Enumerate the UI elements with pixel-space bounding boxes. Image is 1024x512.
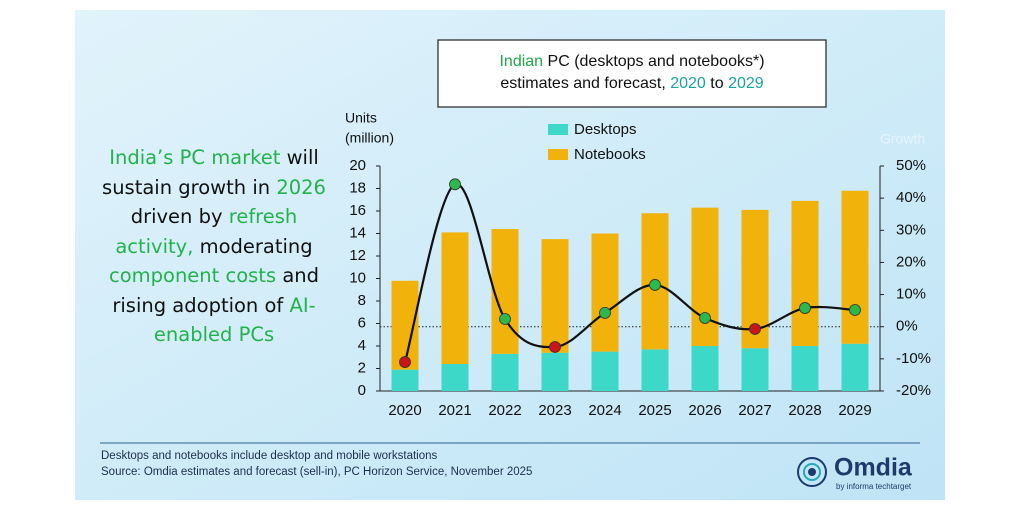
- y-tick-label: 0: [358, 382, 366, 399]
- headline-segment: 2026: [276, 175, 326, 199]
- logo-tagline: by informa techtarget: [836, 482, 912, 491]
- headline-segment: moderating: [199, 234, 313, 258]
- x-tick-label: 2026: [688, 402, 721, 419]
- headline-segment: driven by: [130, 205, 223, 228]
- growth-point: [549, 341, 561, 353]
- legend-swatch: [548, 149, 568, 160]
- footnote: Desktops and notebooks include desktop a…: [101, 450, 438, 462]
- bar-segment: [441, 232, 469, 364]
- bar-segment: [391, 369, 419, 391]
- bar-segment: [591, 351, 619, 391]
- logo-icon: [797, 457, 827, 487]
- bar-segment: [591, 233, 619, 352]
- legend-label: Notebooks: [574, 146, 646, 163]
- y-tick-label: 4: [358, 337, 366, 354]
- y2-tick-label: 10%: [896, 286, 926, 303]
- legend-swatch: [548, 124, 568, 135]
- y-axis-title: Units: [345, 110, 377, 126]
- growth-point: [399, 356, 411, 368]
- bar-segment: [841, 343, 869, 391]
- title-segment: PC (desktops and notebooks*): [548, 53, 765, 70]
- chart-title: Indian PC (desktops and notebooks*): [499, 53, 764, 70]
- bar-segment: [841, 190, 869, 344]
- bar-segment: [491, 353, 519, 391]
- y-tick-label: 10: [349, 269, 366, 286]
- y2-axis-title: Growth: [880, 131, 925, 147]
- y-tick-label: 8: [358, 292, 366, 309]
- bar-segment: [691, 346, 719, 391]
- headline-segment: India’s PC market: [109, 146, 281, 169]
- y-tick-label: 12: [349, 247, 366, 264]
- title-segment: to: [710, 75, 723, 92]
- x-tick-label: 2028: [788, 402, 821, 419]
- headline-segment: and rising adoption of: [112, 264, 320, 317]
- legend-label: Desktops: [574, 121, 637, 138]
- headline-segment: sustain growth in: [102, 175, 271, 199]
- growth-point: [649, 279, 661, 291]
- y-axis-title: (million): [345, 130, 394, 146]
- x-tick-label: 2022: [488, 402, 521, 419]
- x-tick-label: 2027: [738, 402, 771, 419]
- title-segment: Indian: [499, 53, 543, 70]
- growth-point: [449, 178, 461, 191]
- y-tick-label: 14: [349, 224, 366, 241]
- bar-segment: [691, 207, 719, 346]
- x-tick-label: 2020: [388, 402, 421, 419]
- growth-point: [849, 304, 861, 316]
- x-tick-label: 2024: [588, 402, 621, 419]
- y2-tick-label: -20%: [896, 382, 931, 399]
- y-tick-label: 18: [349, 179, 366, 196]
- title-box: [437, 39, 827, 108]
- x-tick-label: 2025: [638, 402, 671, 419]
- y2-tick-label: 20%: [896, 253, 926, 270]
- title-segment: 2020: [670, 75, 706, 92]
- growth-point: [699, 312, 711, 324]
- growth-point: [799, 302, 811, 314]
- bar-segment: [791, 200, 819, 346]
- bar-segment: [541, 352, 569, 391]
- headline-segment: refresh activity,: [115, 205, 298, 258]
- y-tick-label: 20: [349, 157, 366, 174]
- logo-name: Omdia: [834, 454, 913, 482]
- y-tick-label: 6: [358, 314, 366, 331]
- bar-segment: [791, 346, 819, 391]
- footnote: Source: Omdia estimates and forecast (se…: [101, 466, 532, 478]
- y2-tick-label: 40%: [896, 189, 926, 206]
- y2-tick-label: -10%: [896, 350, 931, 367]
- bar-segment: [491, 229, 519, 354]
- y2-tick-label: 30%: [896, 221, 926, 238]
- chart-title: estimates and forecast, 2020 to 2029: [500, 75, 763, 92]
- growth-point: [499, 313, 511, 325]
- bar-segment: [441, 364, 469, 391]
- headline: India’s PC market will sustain growth in…: [98, 143, 330, 350]
- x-tick-label: 2021: [438, 402, 471, 419]
- growth-point: [599, 306, 611, 319]
- headline-segment: will: [286, 146, 319, 169]
- bar-segment: [541, 239, 569, 353]
- x-tick-label: 2023: [538, 402, 571, 419]
- x-tick-label: 2029: [838, 402, 871, 419]
- y2-tick-label: 50%: [896, 157, 926, 174]
- headline-segment: AI-enabled PCs: [153, 293, 316, 347]
- y-tick-label: 2: [358, 359, 366, 376]
- title-segment: 2029: [728, 75, 764, 92]
- growth-point: [749, 323, 761, 335]
- headline-segment: component costs: [108, 264, 277, 287]
- y-tick-label: 16: [349, 202, 366, 219]
- y2-tick-label: 0%: [896, 318, 918, 335]
- title-segment: estimates and forecast,: [500, 75, 665, 92]
- bar-segment: [641, 349, 669, 391]
- bar-segment: [741, 348, 769, 391]
